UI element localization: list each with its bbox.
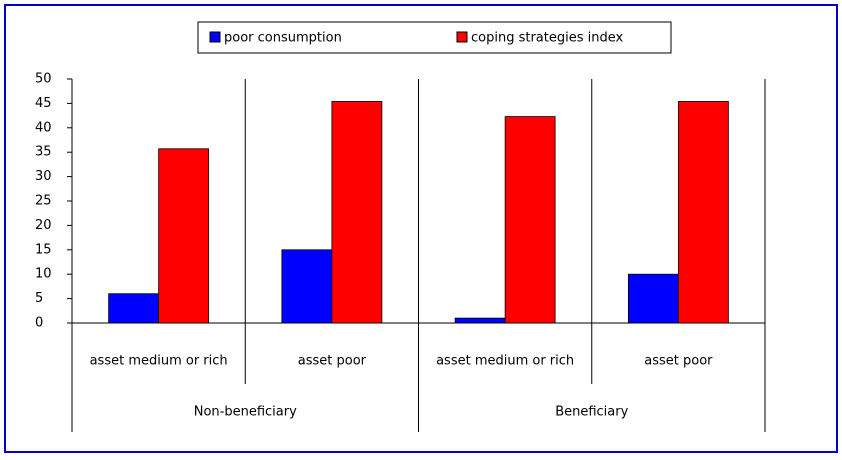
legend-swatch (209, 31, 221, 43)
bar (677, 101, 729, 324)
bar (281, 249, 333, 324)
y-tick-label: 50 (35, 72, 52, 87)
bar (454, 317, 506, 324)
bar (627, 273, 679, 324)
legend-box (197, 21, 672, 54)
y-tick-label: 45 (35, 96, 52, 111)
x-tick-label: asset poor (298, 354, 367, 369)
legend-label: poor consumption (224, 31, 342, 46)
group-label: Non-beneficiary (194, 405, 297, 420)
y-tick-label: 0 (35, 316, 43, 331)
y-tick-label: 30 (35, 169, 52, 184)
y-tick-label: 15 (35, 242, 52, 257)
y-tick-label: 25 (35, 194, 52, 209)
y-tick-label: 10 (35, 267, 52, 282)
bar (158, 148, 210, 324)
y-tick-label: 40 (35, 120, 52, 135)
legend-label: coping strategies index (471, 31, 624, 46)
bar (108, 293, 160, 324)
x-tick-label: asset medium or rich (90, 354, 228, 369)
y-tick-label: 20 (35, 218, 52, 233)
bar (331, 101, 383, 324)
x-tick-label: asset poor (644, 354, 713, 369)
legend-swatch (456, 31, 468, 43)
x-tick-label: asset medium or rich (436, 354, 574, 369)
y-tick-label: 5 (35, 291, 43, 306)
group-label: Beneficiary (555, 405, 628, 420)
y-tick-label: 35 (35, 145, 52, 160)
bar (504, 116, 556, 324)
